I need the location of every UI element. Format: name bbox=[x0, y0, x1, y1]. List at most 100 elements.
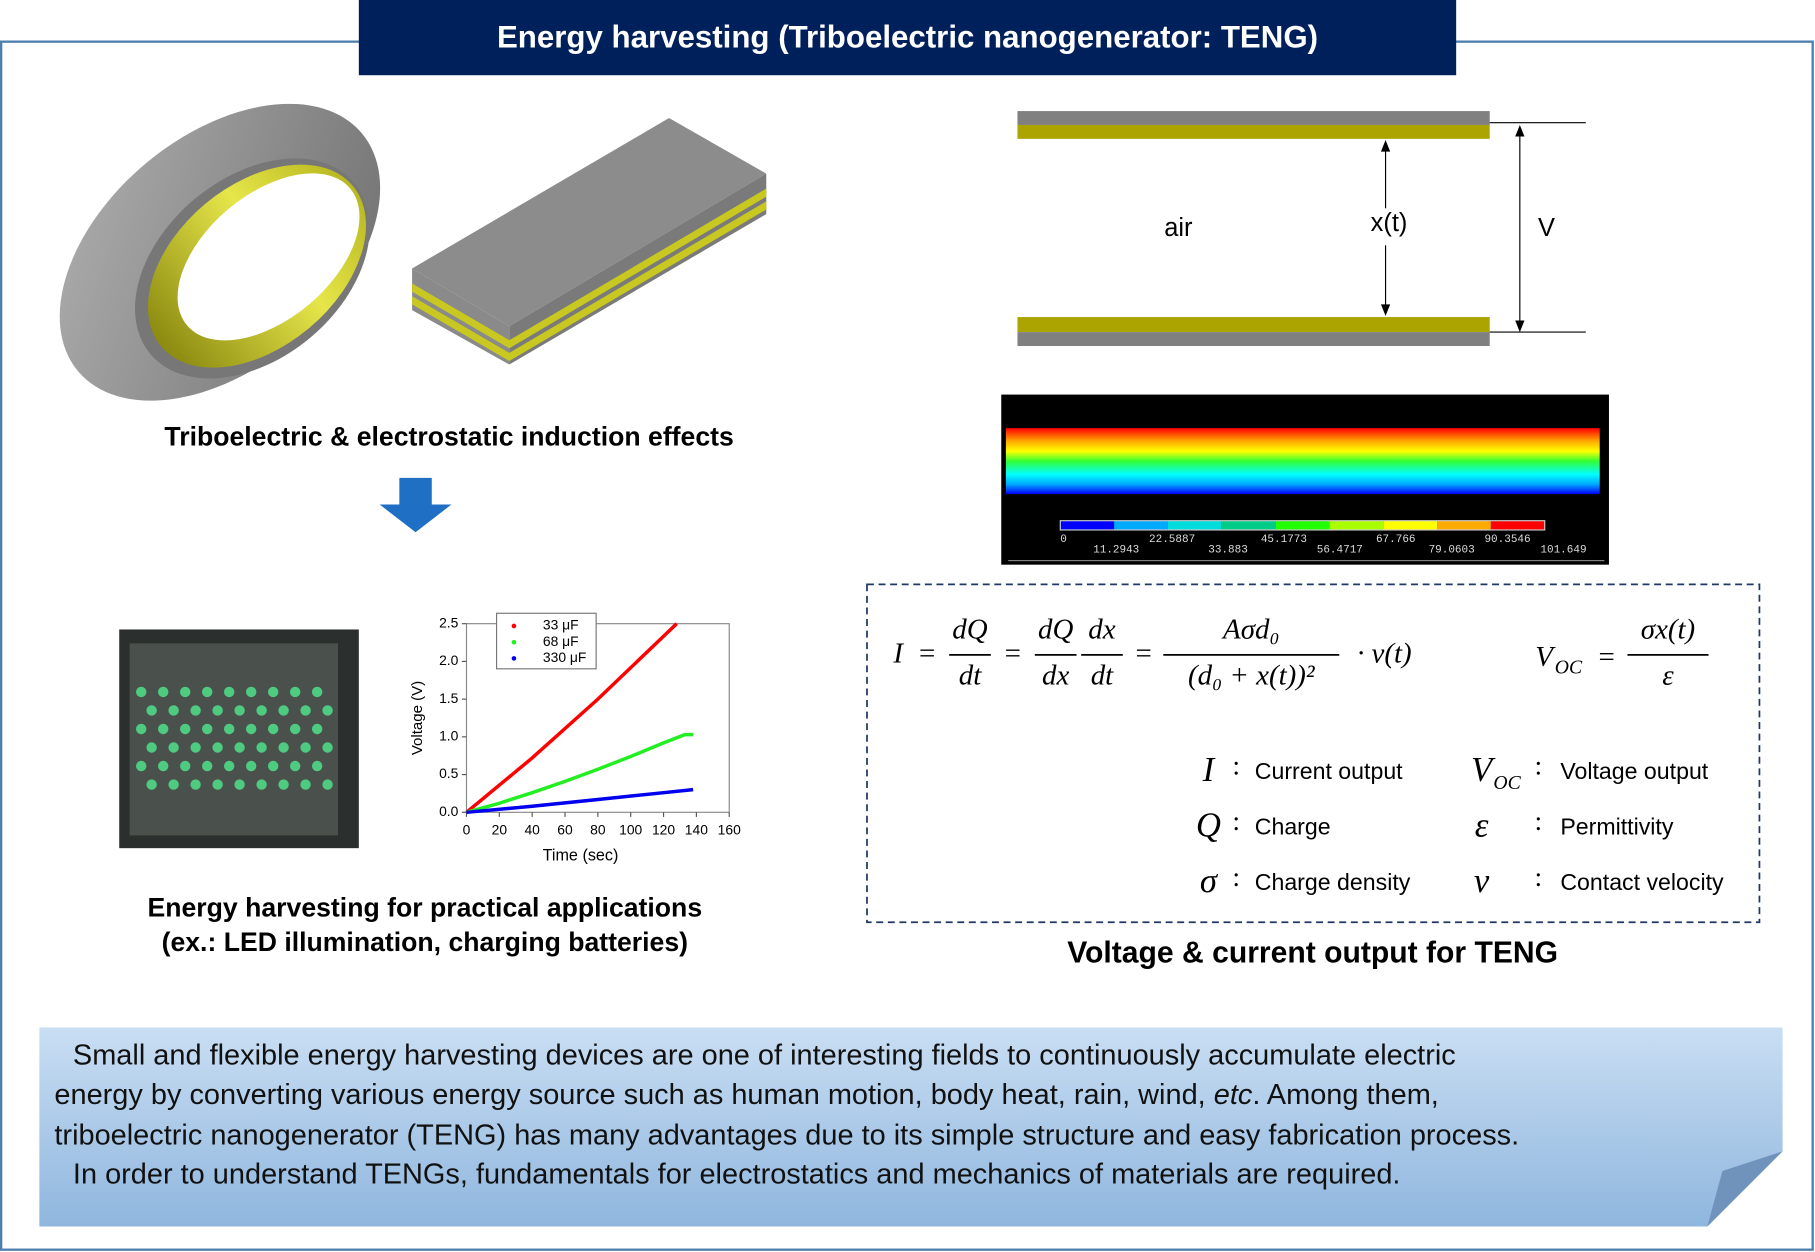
simulation: 0 11.2943 22.5887 33.883 45.1773 56.4717 67.76… bbox=[1001, 394, 1609, 565]
led bbox=[190, 705, 201, 716]
colorbar-cell bbox=[1490, 520, 1545, 530]
math: · v(t) bbox=[1357, 638, 1412, 670]
led bbox=[136, 760, 147, 772]
y-tick-label: 1.5 bbox=[439, 690, 459, 706]
dielectric bbox=[1017, 124, 1490, 139]
title: Energy harvesting (Triboelectric nanogen… bbox=[497, 20, 1318, 55]
math: σx(t) bbox=[1641, 613, 1695, 645]
legend-text: Current output bbox=[1255, 758, 1403, 784]
led bbox=[223, 723, 235, 735]
led bbox=[179, 723, 191, 735]
math: dx bbox=[1088, 613, 1115, 645]
x-tick-label: 60 bbox=[557, 821, 573, 837]
math: v bbox=[1474, 861, 1490, 900]
colorbar-cell bbox=[1167, 520, 1222, 530]
series-line bbox=[465, 622, 678, 814]
math: ε bbox=[1662, 660, 1674, 692]
math: : bbox=[1534, 806, 1542, 837]
led bbox=[256, 705, 267, 716]
math: Aσd₀ bbox=[1221, 613, 1279, 645]
series-line bbox=[466, 787, 694, 815]
led bbox=[168, 742, 179, 753]
legend-text: Permittivity bbox=[1560, 814, 1674, 840]
led bbox=[278, 705, 289, 716]
led bbox=[234, 705, 245, 716]
led bbox=[278, 742, 289, 753]
line: triboelectric nanogenerator (TENG) has m… bbox=[54, 1119, 1519, 1151]
led bbox=[267, 723, 279, 735]
math: = bbox=[1005, 638, 1021, 670]
label: x(t) bbox=[1371, 209, 1408, 237]
led bbox=[223, 760, 235, 772]
slab-top bbox=[412, 118, 767, 327]
arrowhead bbox=[1515, 320, 1525, 333]
caption: Voltage & current output for TENG bbox=[1067, 937, 1558, 970]
x-tick-label: 120 bbox=[652, 821, 675, 837]
led bbox=[300, 779, 311, 790]
legend-label: 68 μF bbox=[543, 633, 579, 649]
math: OC bbox=[1555, 656, 1583, 678]
math: dx bbox=[1042, 660, 1069, 692]
arrowhead bbox=[1515, 124, 1525, 137]
text: . Among them, bbox=[1252, 1079, 1439, 1111]
legend-text: Voltage output bbox=[1560, 758, 1708, 784]
paragraph: Small and flexible energy harvesting dev… bbox=[54, 1040, 1519, 1191]
led bbox=[234, 742, 245, 753]
legend-swatch bbox=[511, 623, 517, 629]
led-photo bbox=[119, 629, 359, 849]
led bbox=[190, 779, 201, 790]
plates: air x(t) V bbox=[1017, 111, 1586, 346]
math: = bbox=[1598, 641, 1614, 673]
colorbar-label: 90.3546 bbox=[1484, 534, 1530, 546]
led bbox=[158, 760, 169, 772]
colorbar-label: 45.1773 bbox=[1261, 534, 1307, 546]
math: : bbox=[1534, 751, 1542, 782]
led bbox=[146, 705, 157, 716]
led bbox=[158, 723, 169, 735]
math: dQ bbox=[952, 613, 987, 645]
photo-board bbox=[129, 643, 338, 836]
led bbox=[223, 686, 235, 698]
colorbar-label: 33.883 bbox=[1208, 545, 1248, 557]
colorbar-label: 67.766 bbox=[1376, 534, 1416, 546]
y-tick-label: 0.0 bbox=[439, 803, 459, 819]
x-tick-label: 20 bbox=[492, 821, 508, 837]
colorbar-label: 79.0603 bbox=[1429, 545, 1475, 557]
led bbox=[212, 705, 223, 716]
led bbox=[245, 686, 257, 698]
led bbox=[289, 760, 301, 772]
led bbox=[300, 742, 311, 753]
electrode bbox=[1017, 332, 1490, 346]
led bbox=[201, 686, 213, 698]
caption: Energy harvesting for practical applicat… bbox=[147, 893, 702, 923]
colorbar-cell bbox=[1114, 520, 1168, 530]
caption: Triboelectric & electrostatic induction … bbox=[164, 422, 733, 452]
math: V bbox=[1471, 750, 1496, 789]
led bbox=[190, 742, 201, 753]
math: : bbox=[1232, 751, 1240, 782]
math: = bbox=[919, 638, 935, 670]
y-tick-label: 2.5 bbox=[439, 614, 459, 630]
colorbar-label: 0 bbox=[1060, 534, 1067, 546]
led bbox=[136, 723, 147, 735]
title-banner bbox=[358, 0, 1457, 76]
led bbox=[311, 723, 323, 735]
led bbox=[168, 705, 179, 716]
colorbar-label: 56.4717 bbox=[1317, 545, 1363, 557]
colorbar-cell bbox=[1383, 520, 1438, 530]
arrowhead bbox=[1380, 140, 1391, 152]
math: dt bbox=[1091, 660, 1114, 692]
y-tick-label: 1.0 bbox=[439, 728, 459, 744]
colorbar-label: 22.5887 bbox=[1149, 534, 1195, 546]
math: = bbox=[1135, 638, 1151, 670]
led bbox=[322, 705, 333, 716]
led bbox=[168, 779, 179, 790]
colorbar-cell bbox=[1060, 520, 1115, 530]
led bbox=[234, 779, 245, 790]
led bbox=[278, 779, 289, 790]
ring-device bbox=[59, 103, 381, 401]
math: I bbox=[1202, 750, 1216, 789]
led bbox=[289, 686, 301, 698]
led bbox=[146, 742, 157, 753]
